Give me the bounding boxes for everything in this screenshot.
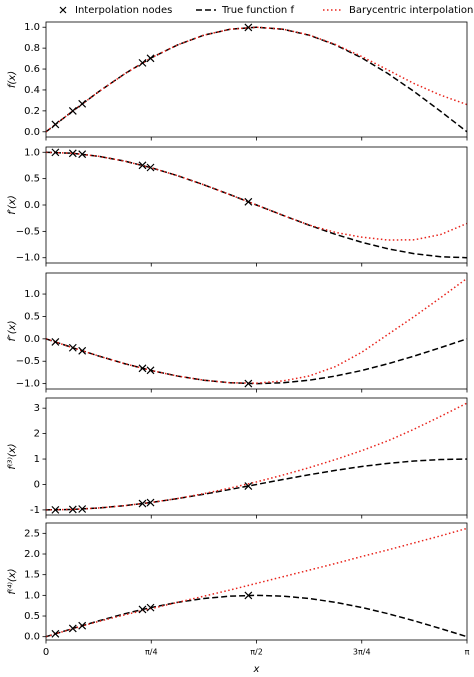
true-function-line <box>46 151 467 259</box>
y-tick-label: 1.0 <box>24 289 40 300</box>
y-tick-label: 3 <box>34 403 40 414</box>
x-tick-label: π/2 <box>250 648 263 657</box>
y-tick-label: 0.4 <box>24 85 40 96</box>
interpolation-line <box>46 402 467 511</box>
y-tick-label: −1.0 <box>16 379 40 390</box>
x-tick-label: π/4 <box>145 648 158 657</box>
node-marker <box>68 149 77 158</box>
node-marker <box>138 161 147 170</box>
true-function-line <box>46 26 467 133</box>
plot-area <box>46 277 467 385</box>
node-marker <box>244 379 253 388</box>
true-function-line <box>46 338 467 385</box>
node-marker <box>78 150 87 159</box>
node-marker <box>51 505 60 514</box>
y-axis-label: f(x) <box>7 71 18 88</box>
y-tick-label: 0.0 <box>24 200 40 211</box>
x-tick-label: π <box>465 648 470 657</box>
y-tick-label: 1 <box>34 454 40 465</box>
node-marker <box>51 338 60 346</box>
node-marker <box>78 99 87 108</box>
node-marker <box>244 482 253 490</box>
x-axis-label: x <box>253 664 260 675</box>
legend-label: Barycentric interpolation <box>349 5 473 16</box>
y-tick-label: 0 <box>34 479 40 490</box>
y-tick-label: 0.2 <box>24 106 40 117</box>
node-marker <box>51 148 60 157</box>
node-marker <box>51 120 60 129</box>
y-tick-label: 1.0 <box>24 147 40 158</box>
node-marker <box>146 366 155 375</box>
interpolation-line <box>46 277 467 384</box>
axes-frame <box>45 21 468 138</box>
y-tick-label: 0.0 <box>24 127 40 138</box>
x-tick-label: 0 <box>43 647 49 658</box>
legend-label: Interpolation nodes <box>75 5 172 16</box>
y-tick-label: −0.5 <box>16 226 40 237</box>
y-tick-label: 1.0 <box>24 590 40 601</box>
node-marker <box>78 621 87 630</box>
interpolation-line <box>46 527 467 638</box>
legend-marker <box>59 6 67 14</box>
node-marker <box>146 498 155 507</box>
y-tick-label: 2.0 <box>24 549 40 560</box>
node-marker <box>244 23 253 32</box>
y-axis-label: f″(x) <box>7 321 18 342</box>
node-marker <box>78 505 87 513</box>
node-marker <box>138 58 147 67</box>
node-marker <box>138 499 147 508</box>
plot-area <box>46 402 467 511</box>
axes-frame <box>45 272 468 390</box>
plot-area <box>46 151 467 259</box>
y-tick-label: 1.5 <box>24 570 40 581</box>
plot-area <box>46 26 467 133</box>
node-marker <box>244 591 253 600</box>
node-marker <box>138 364 147 373</box>
legend-label: True function f <box>221 5 294 16</box>
y-tick-label: 2.5 <box>24 528 40 539</box>
node-marker <box>146 54 155 63</box>
y-tick-label: 0.0 <box>24 334 40 345</box>
node-marker <box>244 197 253 206</box>
interpolation-line <box>46 26 467 133</box>
node-marker <box>68 343 77 352</box>
y-tick-label: 0.6 <box>24 64 40 75</box>
node-marker <box>51 629 60 638</box>
interpolation-line <box>46 151 467 241</box>
plot-area <box>46 527 467 638</box>
axes-frame <box>45 146 468 264</box>
y-tick-label: 0.5 <box>24 611 40 622</box>
y-tick-label: 0.5 <box>24 174 40 185</box>
y-tick-label: −0.5 <box>16 356 40 367</box>
y-axis-label: f′(x) <box>7 195 18 215</box>
y-tick-label: -1 <box>30 505 40 516</box>
node-marker <box>138 605 147 614</box>
y-axis-label: f⁽⁴⁾(x) <box>6 568 18 594</box>
node-marker <box>68 624 77 633</box>
y-tick-label: 0.8 <box>24 43 40 54</box>
y-tick-label: 1.0 <box>24 22 40 33</box>
node-marker <box>146 163 155 172</box>
y-tick-label: 0.0 <box>24 632 40 643</box>
true-function-line <box>46 458 467 511</box>
axes-frame <box>45 397 468 516</box>
axes-frame <box>45 522 468 641</box>
true-function-line <box>46 594 467 638</box>
y-tick-label: 0.5 <box>24 311 40 322</box>
node-marker <box>68 505 77 514</box>
y-tick-label: −1.0 <box>16 253 40 264</box>
node-marker <box>146 603 155 612</box>
y-axis-label: f⁽³⁾(x) <box>7 443 18 469</box>
y-tick-label: 2 <box>34 429 40 440</box>
x-tick-label: 3π/4 <box>353 648 371 657</box>
node-marker <box>78 346 87 355</box>
node-marker <box>68 107 77 115</box>
